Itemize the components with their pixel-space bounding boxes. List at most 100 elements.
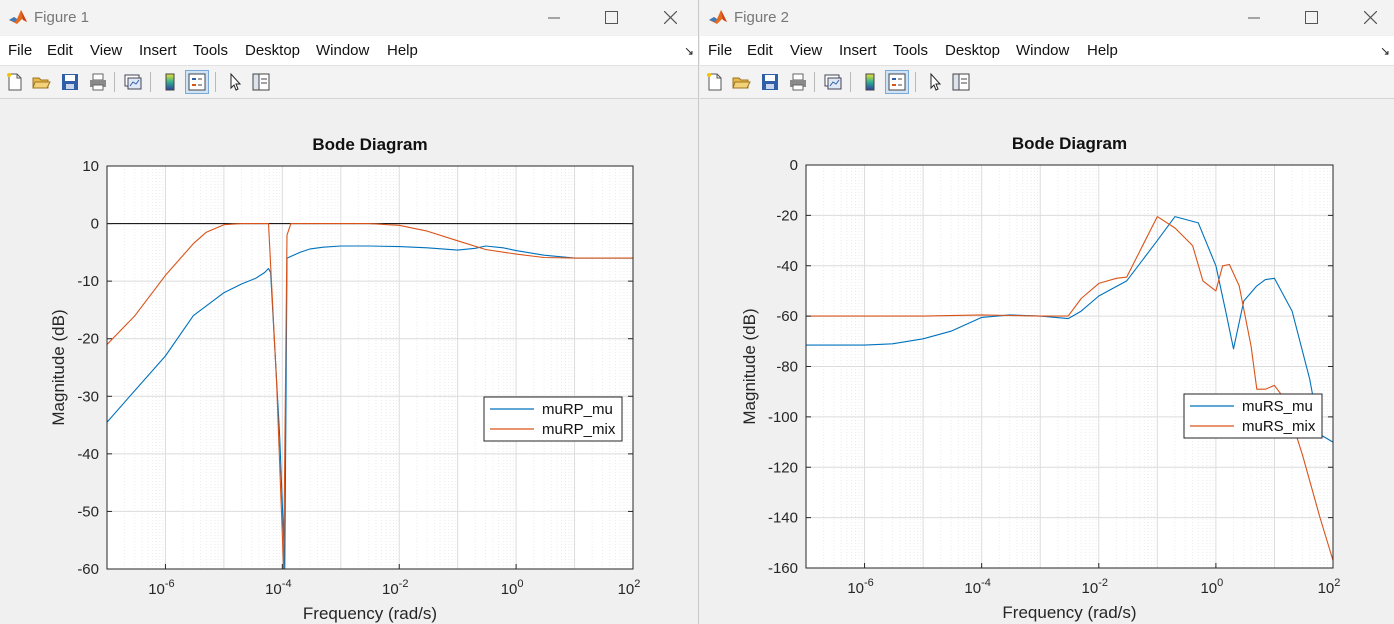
menu-help[interactable]: Help: [387, 42, 418, 59]
menu-dock-arrow-icon[interactable]: ↘: [684, 44, 695, 58]
chart-title: Bode Diagram: [312, 135, 427, 154]
maximize-icon: [1304, 11, 1318, 24]
menu-bar: File Edit View Insert Tools Desktop Wind…: [0, 36, 698, 66]
menu-file[interactable]: File: [708, 42, 733, 59]
legend-entry: muRP_mu: [542, 401, 613, 418]
y-tick-label: 10: [82, 158, 99, 175]
save-button[interactable]: [58, 70, 82, 94]
property-inspector-icon: [952, 73, 970, 91]
y-tick-label: -50: [77, 503, 99, 520]
new-file-icon: [707, 73, 722, 91]
minimize-icon: [1248, 17, 1260, 18]
edit-plot-button[interactable]: [923, 70, 947, 94]
insert-colorbar-button[interactable]: [158, 70, 182, 94]
menu-help[interactable]: Help: [1087, 42, 1118, 59]
new-figure-button[interactable]: [3, 70, 27, 94]
legend-icon: [188, 73, 206, 91]
series-line-muRP-mu: [106, 245, 633, 570]
link-plot-icon: [824, 74, 842, 90]
window-title: Figure 1: [34, 9, 90, 26]
toolbar-separator: [850, 72, 851, 92]
open-file-button[interactable]: [29, 70, 53, 94]
matlab-logo-icon: [8, 7, 28, 27]
property-inspector-button[interactable]: [249, 70, 273, 94]
close-button[interactable]: [642, 0, 698, 35]
figure-toolbar: [0, 66, 698, 99]
close-icon: [1363, 11, 1377, 24]
menu-dock-arrow-icon[interactable]: ↘: [1380, 44, 1391, 58]
x-tick-label: 10-2: [382, 578, 408, 598]
folder-open-icon: [732, 77, 751, 89]
x-tick-label: 10-2: [1082, 577, 1108, 597]
menu-window[interactable]: Window: [1016, 42, 1070, 59]
menu-tools[interactable]: Tools: [893, 42, 929, 59]
x-tick-label: 10-6: [148, 578, 174, 598]
minimize-button[interactable]: [526, 0, 582, 35]
menu-window[interactable]: Window: [316, 42, 370, 59]
menu-edit[interactable]: Edit: [747, 42, 773, 59]
menu-desktop[interactable]: Desktop: [245, 42, 301, 59]
maximize-button[interactable]: [1283, 0, 1339, 35]
colorbar-icon: [165, 73, 175, 91]
close-button[interactable]: [1342, 0, 1394, 35]
y-tick-label: -120: [768, 459, 798, 476]
arrow-cursor-icon: [930, 72, 942, 91]
arrow-cursor-icon: [230, 72, 242, 91]
y-tick-label: -20: [77, 331, 99, 348]
folder-open-icon: [32, 77, 51, 89]
minimize-button[interactable]: [1226, 0, 1282, 35]
legend-entry: muRP_mix: [542, 421, 616, 438]
legend-entry: muRS_mu: [1242, 398, 1313, 415]
maximize-button[interactable]: [583, 0, 639, 35]
x-tick-label: 10-4: [265, 578, 291, 598]
legend: muRP_mu muRP_mix: [483, 396, 623, 442]
link-plot-icon: [124, 74, 142, 90]
menu-desktop[interactable]: Desktop: [945, 42, 1001, 59]
y-tick-label: -60: [776, 308, 798, 325]
toolbar-separator: [215, 72, 216, 92]
edit-plot-button[interactable]: [223, 70, 247, 94]
legend-box: [1183, 393, 1323, 439]
insert-legend-button[interactable]: [885, 70, 909, 94]
y-tick-label: -20: [776, 207, 798, 224]
y-tick-label: 0: [790, 157, 798, 174]
print-button[interactable]: [786, 70, 810, 94]
open-file-button[interactable]: [729, 70, 753, 94]
menu-insert[interactable]: Insert: [839, 42, 877, 59]
property-inspector-button[interactable]: [949, 70, 973, 94]
menu-edit[interactable]: Edit: [47, 42, 73, 59]
property-inspector-icon: [252, 73, 270, 91]
new-figure-button[interactable]: [703, 70, 727, 94]
menu-file[interactable]: File: [8, 42, 33, 59]
menu-view[interactable]: View: [790, 42, 823, 59]
y-tick-label: -80: [776, 359, 798, 376]
series-line-muRS-mu: [806, 216, 1334, 443]
legend-box: [483, 396, 623, 442]
save-button[interactable]: [758, 70, 782, 94]
menu-insert[interactable]: Insert: [139, 42, 177, 59]
legend: muRS_mu muRS_mix: [1183, 393, 1323, 439]
figure-window-2: Figure 2 File Edit View Insert Tools Des…: [700, 0, 1394, 624]
menu-tools[interactable]: Tools: [193, 42, 229, 59]
toolbar-separator: [114, 72, 115, 92]
figure-toolbar: [700, 66, 1394, 99]
y-axis-label: Magnitude (dB): [740, 308, 759, 424]
link-plot-button[interactable]: [121, 70, 145, 94]
title-bar: Figure 1: [0, 0, 698, 35]
title-bar: Figure 2: [700, 0, 1394, 35]
save-disk-icon: [62, 74, 78, 90]
x-tick-label: 102: [618, 578, 641, 598]
insert-colorbar-button[interactable]: [858, 70, 882, 94]
y-axis-label: Magnitude (dB): [49, 309, 68, 425]
close-icon: [663, 11, 677, 24]
menu-view[interactable]: View: [90, 42, 123, 59]
legend-entry: muRS_mix: [1242, 418, 1316, 435]
y-tick-label: -40: [77, 446, 99, 463]
bode-plot-2[interactable]: 0 -20 -40 -60 -80 -100 -120 -140 -160 10-6 10-4 10-…: [700, 100, 1394, 624]
insert-legend-button[interactable]: [185, 70, 209, 94]
x-tick-label: 10-6: [847, 577, 873, 597]
y-tick-label: -10: [77, 273, 99, 290]
print-button[interactable]: [86, 70, 110, 94]
link-plot-button[interactable]: [821, 70, 845, 94]
